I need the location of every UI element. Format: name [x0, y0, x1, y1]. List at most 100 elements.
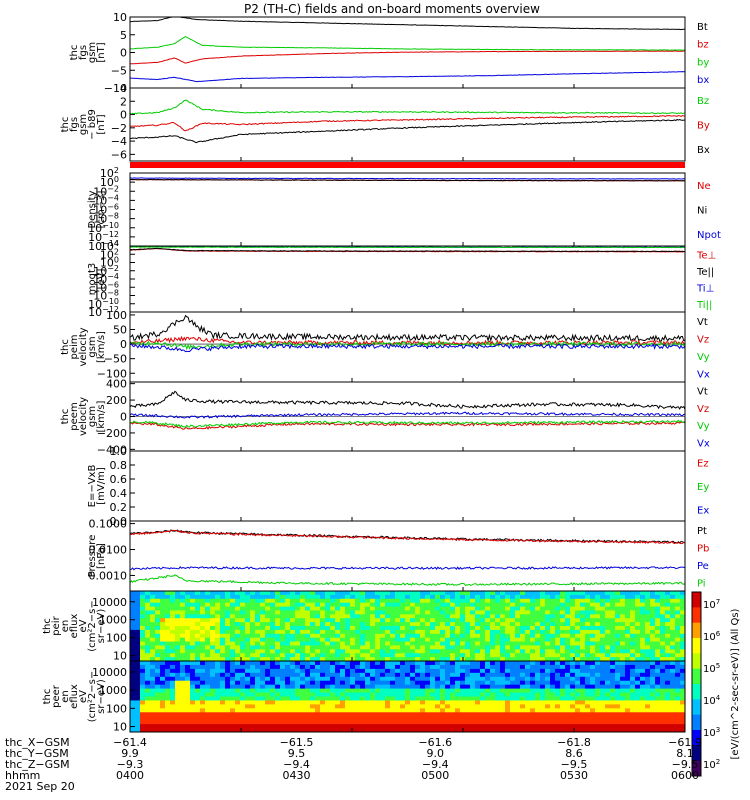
spectrogram-cell [495, 712, 501, 717]
spectrogram-cell [190, 680, 196, 686]
spectrogram-cell [545, 712, 551, 717]
spectrogram-cell [330, 692, 336, 697]
spectrogram-cell [595, 653, 601, 658]
spectrogram-cell [330, 641, 336, 646]
spectrogram-cell [290, 614, 296, 619]
spectrogram-cell [135, 614, 141, 619]
spectrogram-cell [570, 598, 576, 604]
spectrogram-cell [390, 680, 396, 686]
spectrogram-cell [245, 696, 251, 701]
spectrogram-cell [425, 657, 431, 662]
y-tick-label: 10000 [92, 666, 127, 679]
spectrogram-cell [540, 700, 546, 705]
spectrogram-cell [405, 606, 411, 611]
spectrogram-cell [645, 591, 651, 596]
spectrogram-cell [385, 672, 391, 678]
spectrogram-cell [575, 668, 581, 674]
spectrogram-cell [180, 598, 186, 604]
spectrogram-cell [310, 602, 316, 607]
spectrogram-cell [130, 633, 136, 639]
spectrogram-cell [410, 720, 416, 725]
series-Pi [129, 574, 686, 587]
spectrogram-cell [630, 606, 636, 611]
spectrogram-cell [270, 618, 276, 623]
spectrogram-cell [310, 688, 316, 693]
spectrogram-cell [425, 653, 431, 658]
spectrogram-cell [250, 712, 256, 717]
spectrogram-cell [240, 720, 246, 725]
spectrogram-cell [580, 684, 586, 690]
spectrogram-cell [335, 661, 341, 666]
spectrogram-cell [460, 602, 466, 607]
spectrogram-cell [175, 716, 181, 721]
spectrogram-cell [515, 626, 521, 631]
spectrogram-cell [360, 602, 366, 607]
spectrogram-cell [395, 676, 401, 682]
spectrogram-cell [210, 594, 216, 600]
spectrogram-cell [170, 692, 176, 697]
spectrogram-cell [605, 657, 611, 662]
legend-bz: bz [697, 40, 709, 51]
spectrogram-cell [495, 720, 501, 725]
spectrogram-cell [225, 614, 231, 619]
spectrogram-cell [675, 633, 681, 639]
spectrogram-cell [310, 672, 316, 678]
spectrogram-cell [300, 661, 306, 666]
spectrogram-cell [225, 661, 231, 666]
spectrogram-cell [610, 606, 616, 611]
ylabel-line: gsm [87, 42, 98, 63]
spectrogram-cell [225, 606, 231, 611]
spectrogram-cell [195, 708, 201, 713]
spectrogram-cell [185, 591, 191, 596]
spectrogram-cell [160, 618, 166, 623]
spectrogram-cell [640, 664, 646, 670]
spectrogram-cell [665, 692, 671, 697]
spectrogram-cell [175, 661, 181, 666]
legend-Vy: Vy [697, 352, 710, 363]
spectrogram-cell [150, 720, 156, 725]
spectrogram-cell [210, 668, 216, 674]
spectrogram-cell [430, 637, 436, 642]
spectrogram-cell [315, 594, 321, 600]
legend-Pi: Pi [697, 578, 706, 589]
spectrogram-cell [465, 724, 471, 729]
spectrogram-cell [295, 672, 301, 678]
spectrogram-cell [585, 661, 591, 666]
spectrogram-cell [255, 661, 261, 666]
spectrogram-cell [170, 704, 176, 709]
spectrogram-cell [210, 676, 216, 682]
spectrogram-cell [565, 664, 571, 670]
spectrogram-cell [180, 688, 186, 693]
spectrogram-cell [440, 591, 446, 596]
spectrogram-cell [155, 649, 161, 654]
spectrogram-cell [515, 594, 521, 600]
spectrogram-cell [195, 645, 201, 650]
spectrogram-cell [190, 676, 196, 682]
spectrogram-cell [460, 668, 466, 674]
spectrogram-cell [580, 696, 586, 701]
spectrogram-cell [385, 594, 391, 600]
spectrogram-cell [560, 637, 566, 642]
spectrogram-cell [535, 661, 541, 666]
spectrogram-cell [445, 649, 451, 654]
spectrogram-cell [650, 653, 656, 658]
spectrogram-cell [590, 680, 596, 686]
spectrogram-cell [200, 645, 206, 650]
spectrogram-cell [260, 649, 266, 654]
spectrogram-cell [390, 653, 396, 658]
spectrogram-cell [575, 633, 581, 639]
spectrogram-cell [320, 633, 326, 639]
spectrogram-cell [675, 591, 681, 596]
spectrogram-cell [240, 676, 246, 682]
spectrogram-cell [450, 641, 456, 646]
spectrogram-cell [635, 649, 641, 654]
spectrogram-cell [570, 712, 576, 717]
spectrogram-cell [370, 626, 376, 631]
spectrogram-cell [250, 614, 256, 619]
spectrogram-cell [430, 700, 436, 705]
spectrogram-cell [610, 637, 616, 642]
spectrogram-cell [320, 712, 326, 717]
spectrogram-cell [270, 664, 276, 670]
spectrogram-cell [505, 720, 511, 725]
spectrogram-cell [475, 602, 481, 607]
